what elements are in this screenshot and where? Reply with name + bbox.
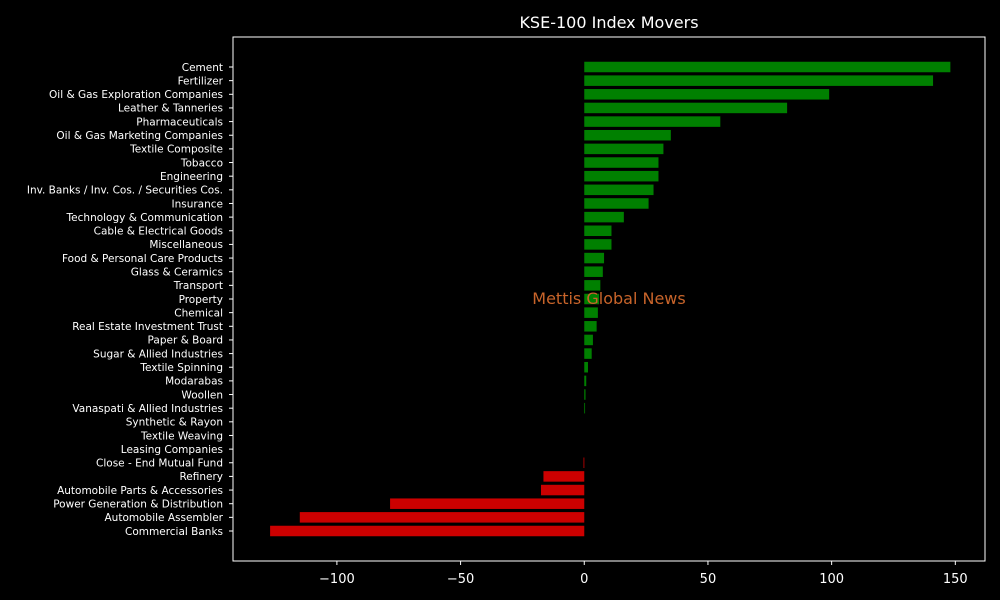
bar — [584, 375, 587, 387]
chart-title: KSE-100 Index Movers — [519, 13, 698, 32]
x-tick-label: −50 — [447, 572, 474, 587]
category-label: Automobile Parts & Accessories — [57, 485, 223, 497]
bar — [584, 321, 597, 332]
category-label: Chemical — [174, 307, 223, 319]
bar — [390, 498, 585, 509]
bar — [299, 512, 585, 523]
bar — [584, 75, 934, 86]
x-tick-label: −100 — [319, 572, 355, 587]
category-label: Synthetic & Rayon — [126, 417, 223, 429]
bar — [584, 143, 664, 155]
bar — [543, 471, 585, 482]
category-label: Pharmaceuticals — [136, 116, 223, 128]
category-label: Textile Composite — [129, 144, 223, 156]
bar — [584, 389, 586, 400]
bar — [584, 280, 601, 291]
category-label: Cable & Electrical Goods — [94, 226, 223, 238]
category-label: Leather & Tanneries — [118, 103, 223, 115]
bar — [584, 402, 586, 414]
bar — [270, 525, 585, 537]
category-label: Glass & Ceramics — [131, 267, 223, 279]
bar — [584, 239, 612, 250]
bar — [584, 334, 593, 346]
category-label: Power Generation & Distribution — [53, 499, 223, 511]
bar — [584, 361, 588, 373]
bar — [584, 129, 671, 141]
category-label: Oil & Gas Exploration Companies — [49, 89, 223, 101]
category-label: Textile Spinning — [139, 362, 223, 374]
category-label: Woollen — [181, 389, 223, 401]
category-label: Transport — [173, 280, 223, 292]
category-label: Real Estate Investment Trust — [72, 321, 223, 333]
category-label: Miscellaneous — [149, 239, 223, 251]
category-label: Cement — [182, 62, 223, 74]
bar — [584, 170, 659, 182]
bar — [540, 484, 585, 496]
category-label: Vanaspati & Allied Industries — [72, 403, 223, 415]
category-label: Sugar & Allied Industries — [93, 348, 223, 360]
category-label: Automobile Assembler — [105, 512, 224, 524]
category-label: Oil & Gas Marketing Companies — [56, 130, 223, 142]
bar — [584, 348, 592, 359]
x-tick-label: 50 — [700, 572, 717, 587]
watermark-text: Mettis Global News — [532, 289, 685, 308]
bar — [584, 184, 654, 196]
bar — [584, 293, 600, 305]
bar — [584, 198, 649, 209]
category-label: Engineering — [160, 171, 223, 183]
category-label: Food & Personal Care Products — [62, 253, 223, 265]
category-label: Textile Weaving — [140, 430, 223, 442]
category-label: Tobacco — [180, 157, 223, 169]
category-label: Insurance — [171, 198, 223, 210]
category-label: Fertilizer — [178, 75, 224, 87]
bar — [583, 457, 585, 469]
bar — [584, 116, 721, 127]
x-tick-label: 0 — [580, 572, 588, 587]
bar — [584, 225, 612, 237]
category-label: Inv. Banks / Inv. Cos. / Securities Cos. — [27, 185, 223, 197]
bar — [584, 266, 603, 277]
category-label: Close - End Mutual Fund — [96, 458, 223, 470]
bar — [584, 211, 624, 223]
bar — [584, 252, 605, 264]
bar — [584, 102, 788, 114]
category-label: Modarabas — [165, 376, 223, 388]
x-axis-ticks: −100 −50 0 50 100 150 — [319, 561, 968, 587]
bars-layer — [270, 61, 951, 537]
bar — [584, 89, 830, 100]
category-label: Property — [179, 294, 223, 306]
category-label: Commercial Banks — [125, 526, 223, 538]
x-tick-label: 100 — [819, 572, 844, 587]
category-label: Leasing Companies — [121, 444, 223, 456]
bar — [584, 61, 951, 73]
bar — [584, 307, 598, 318]
x-tick-label: 150 — [943, 572, 968, 587]
category-label: Technology & Communication — [66, 212, 223, 224]
bar — [584, 157, 659, 168]
category-label: Paper & Board — [148, 335, 223, 347]
category-label: Refinery — [179, 471, 223, 483]
